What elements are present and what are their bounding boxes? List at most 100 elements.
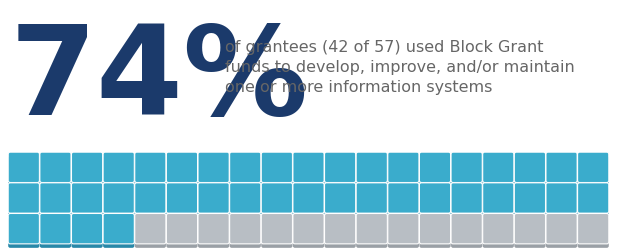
FancyBboxPatch shape xyxy=(546,183,577,213)
FancyBboxPatch shape xyxy=(103,214,135,244)
FancyBboxPatch shape xyxy=(135,214,166,244)
FancyBboxPatch shape xyxy=(72,156,102,186)
FancyBboxPatch shape xyxy=(356,152,387,182)
FancyBboxPatch shape xyxy=(72,218,102,248)
FancyBboxPatch shape xyxy=(293,183,324,213)
FancyBboxPatch shape xyxy=(40,183,71,213)
FancyBboxPatch shape xyxy=(356,214,387,244)
FancyBboxPatch shape xyxy=(388,152,419,182)
FancyBboxPatch shape xyxy=(482,156,514,186)
FancyBboxPatch shape xyxy=(261,218,292,248)
FancyBboxPatch shape xyxy=(325,152,356,182)
FancyBboxPatch shape xyxy=(8,187,39,217)
FancyBboxPatch shape xyxy=(420,218,450,248)
FancyBboxPatch shape xyxy=(230,152,261,182)
FancyBboxPatch shape xyxy=(356,183,387,213)
FancyBboxPatch shape xyxy=(293,152,324,182)
FancyBboxPatch shape xyxy=(325,214,356,244)
FancyBboxPatch shape xyxy=(40,214,71,244)
FancyBboxPatch shape xyxy=(167,187,197,217)
Text: 74%: 74% xyxy=(10,20,309,141)
FancyBboxPatch shape xyxy=(325,156,356,186)
FancyBboxPatch shape xyxy=(167,156,197,186)
FancyBboxPatch shape xyxy=(420,214,450,244)
FancyBboxPatch shape xyxy=(325,183,356,213)
FancyBboxPatch shape xyxy=(482,187,514,217)
FancyBboxPatch shape xyxy=(515,183,545,213)
FancyBboxPatch shape xyxy=(135,156,166,186)
FancyBboxPatch shape xyxy=(388,218,419,248)
Text: of grantees (42 of 57) used Block Grant: of grantees (42 of 57) used Block Grant xyxy=(225,40,544,55)
FancyBboxPatch shape xyxy=(293,156,324,186)
FancyBboxPatch shape xyxy=(546,156,577,186)
FancyBboxPatch shape xyxy=(356,156,387,186)
FancyBboxPatch shape xyxy=(482,214,514,244)
FancyBboxPatch shape xyxy=(72,183,102,213)
FancyBboxPatch shape xyxy=(198,214,229,244)
FancyBboxPatch shape xyxy=(40,152,71,182)
FancyBboxPatch shape xyxy=(356,187,387,217)
FancyBboxPatch shape xyxy=(230,187,261,217)
FancyBboxPatch shape xyxy=(135,187,166,217)
FancyBboxPatch shape xyxy=(8,183,39,213)
FancyBboxPatch shape xyxy=(261,183,292,213)
FancyBboxPatch shape xyxy=(420,156,450,186)
FancyBboxPatch shape xyxy=(578,152,609,182)
FancyBboxPatch shape xyxy=(578,187,609,217)
FancyBboxPatch shape xyxy=(198,183,229,213)
FancyBboxPatch shape xyxy=(546,214,577,244)
FancyBboxPatch shape xyxy=(515,218,545,248)
FancyBboxPatch shape xyxy=(230,218,261,248)
FancyBboxPatch shape xyxy=(40,187,71,217)
FancyBboxPatch shape xyxy=(293,187,324,217)
FancyBboxPatch shape xyxy=(198,156,229,186)
FancyBboxPatch shape xyxy=(451,183,482,213)
FancyBboxPatch shape xyxy=(198,152,229,182)
FancyBboxPatch shape xyxy=(578,156,609,186)
FancyBboxPatch shape xyxy=(420,152,450,182)
FancyBboxPatch shape xyxy=(103,152,135,182)
FancyBboxPatch shape xyxy=(482,218,514,248)
FancyBboxPatch shape xyxy=(261,156,292,186)
FancyBboxPatch shape xyxy=(167,218,197,248)
FancyBboxPatch shape xyxy=(40,156,71,186)
FancyBboxPatch shape xyxy=(72,187,102,217)
FancyBboxPatch shape xyxy=(325,187,356,217)
FancyBboxPatch shape xyxy=(515,214,545,244)
FancyBboxPatch shape xyxy=(515,156,545,186)
FancyBboxPatch shape xyxy=(482,152,514,182)
FancyBboxPatch shape xyxy=(72,214,102,244)
FancyBboxPatch shape xyxy=(8,156,39,186)
FancyBboxPatch shape xyxy=(103,183,135,213)
FancyBboxPatch shape xyxy=(388,156,419,186)
FancyBboxPatch shape xyxy=(8,214,39,244)
FancyBboxPatch shape xyxy=(293,218,324,248)
FancyBboxPatch shape xyxy=(261,214,292,244)
FancyBboxPatch shape xyxy=(451,156,482,186)
FancyBboxPatch shape xyxy=(40,218,71,248)
FancyBboxPatch shape xyxy=(482,183,514,213)
FancyBboxPatch shape xyxy=(230,214,261,244)
FancyBboxPatch shape xyxy=(261,152,292,182)
FancyBboxPatch shape xyxy=(8,152,39,182)
FancyBboxPatch shape xyxy=(230,183,261,213)
FancyBboxPatch shape xyxy=(72,152,102,182)
FancyBboxPatch shape xyxy=(135,152,166,182)
FancyBboxPatch shape xyxy=(546,187,577,217)
FancyBboxPatch shape xyxy=(420,183,450,213)
FancyBboxPatch shape xyxy=(451,218,482,248)
FancyBboxPatch shape xyxy=(135,218,166,248)
FancyBboxPatch shape xyxy=(388,183,419,213)
FancyBboxPatch shape xyxy=(451,214,482,244)
FancyBboxPatch shape xyxy=(103,156,135,186)
FancyBboxPatch shape xyxy=(135,183,166,213)
FancyBboxPatch shape xyxy=(325,218,356,248)
FancyBboxPatch shape xyxy=(578,214,609,244)
FancyBboxPatch shape xyxy=(388,187,419,217)
FancyBboxPatch shape xyxy=(103,218,135,248)
Text: funds to develop, improve, and/or maintain: funds to develop, improve, and/or mainta… xyxy=(225,60,575,75)
FancyBboxPatch shape xyxy=(388,214,419,244)
FancyBboxPatch shape xyxy=(261,187,292,217)
FancyBboxPatch shape xyxy=(515,187,545,217)
FancyBboxPatch shape xyxy=(103,187,135,217)
